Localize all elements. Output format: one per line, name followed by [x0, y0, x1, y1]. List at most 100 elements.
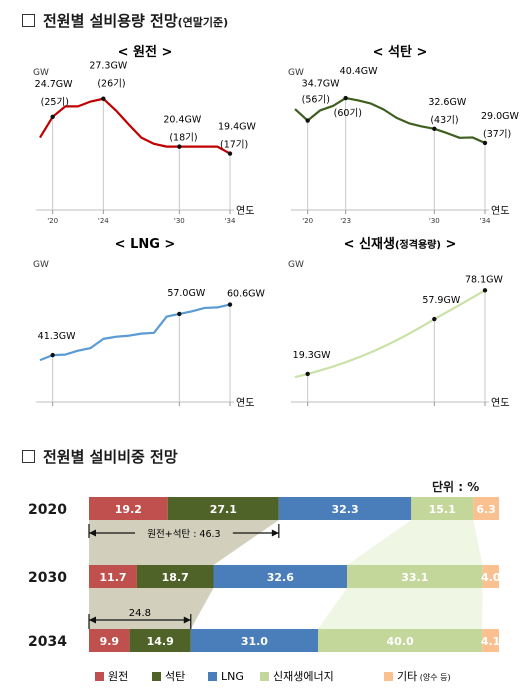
- renewable-connector: [347, 520, 483, 565]
- chart-title: < 석탄 >: [373, 44, 428, 60]
- bar-value-label: 33.1: [401, 571, 428, 584]
- data-label: 34.7GW: [302, 79, 341, 90]
- data-point: [343, 95, 348, 101]
- x-tick-label: '24: [98, 217, 109, 225]
- data-label: 29.0GW: [481, 111, 520, 122]
- year-label: 2034: [28, 634, 67, 650]
- nuclear-coal-connector: [89, 588, 214, 629]
- bar-segment: [136, 565, 214, 588]
- bar-value-label: 32.6: [267, 571, 294, 584]
- data-sublabel: (18기): [169, 133, 197, 144]
- y-axis-label: GW: [33, 260, 49, 270]
- legend-swatch: [152, 672, 161, 681]
- bar-value-label: 32.3: [331, 503, 358, 516]
- data-sublabel: (25기): [41, 97, 69, 108]
- x-tick-label: '30: [174, 217, 185, 225]
- legend-name: LNG: [221, 670, 244, 683]
- bar-segment: [129, 629, 191, 652]
- chart-title: < 원전 >: [118, 44, 173, 60]
- x-axis-label: 연도: [491, 397, 509, 408]
- data-label: 57.9GW: [422, 295, 461, 306]
- checkbox-square-icon: [22, 450, 35, 463]
- bar-value-label: 4.0: [481, 571, 501, 584]
- bracket-label: 원전+석탄 : 46.3: [147, 529, 220, 540]
- y-axis-label: GW: [288, 68, 304, 78]
- share-stacked-bar-chart: 2020 19.2 27.1 32.3 15.1 6.3 2030 11.7 18.7 32.6 3…: [28, 497, 501, 683]
- x-tick-label: '20: [47, 217, 58, 225]
- chart-title-main: < LNG >: [115, 237, 176, 252]
- nuclear-line-chart: < 원전 > GW 연도 '20 '24 '30 '34 24.7GW (25기) 27.3GW (…: [33, 44, 257, 225]
- legend-swatch: [208, 672, 217, 681]
- chart-title-main: < 석탄 >: [373, 44, 428, 60]
- legend-swatch: [384, 672, 393, 681]
- arrowhead: [89, 616, 96, 624]
- x-tick-label: '23: [340, 217, 351, 225]
- series-line: [39, 303, 231, 362]
- legend-label: LNG: [221, 670, 244, 683]
- arrowhead: [183, 616, 191, 624]
- data-label: 24.7GW: [35, 79, 74, 90]
- bar-value-label: 14.9: [147, 635, 174, 648]
- chart-title-main: < 원전 >: [118, 44, 173, 60]
- year-label: 2030: [28, 570, 67, 586]
- data-sublabel: (60기): [334, 108, 362, 119]
- bar-segment: [482, 565, 499, 588]
- data-sublabel: (43기): [430, 115, 458, 126]
- y-axis-label: GW: [288, 260, 304, 270]
- legend-swatch: [95, 672, 104, 681]
- bar-value-label: 11.7: [99, 571, 126, 584]
- legend-name: 기타: [397, 670, 417, 683]
- data-label: 78.1GW: [465, 274, 504, 285]
- data-label: 60.6GW: [227, 289, 266, 300]
- section-title-text: 전원별 설비비중 전망: [43, 448, 178, 466]
- x-tick-label: '30: [429, 217, 440, 225]
- data-point: [50, 352, 55, 358]
- bar-segment: [167, 497, 279, 520]
- data-point: [177, 144, 182, 149]
- nuclear-coal-connector: [89, 520, 279, 565]
- data-point: [482, 140, 488, 146]
- checkbox-square-icon: [22, 14, 35, 27]
- series-line: [294, 96, 486, 144]
- legend-swatch: [260, 672, 269, 681]
- renewable-line-chart: < 신재생(정격용량) >GW연도'20'30'3419.3GW57.9GW78…: [288, 237, 509, 408]
- arrowhead: [89, 529, 96, 537]
- chart-title: < 신재생(정격용량) >: [344, 237, 457, 252]
- legend-label: 신재생에너지: [273, 670, 334, 683]
- bar-value-label: 6.3: [476, 503, 496, 516]
- bar-segment: [89, 565, 137, 588]
- renewable-connector: [318, 588, 483, 629]
- data-point: [305, 118, 310, 123]
- legend-label: 석탄: [165, 670, 185, 683]
- chart-title-sub: (정격용량): [395, 238, 441, 251]
- bar-segment: [190, 629, 319, 652]
- data-point: [432, 126, 437, 131]
- legend-label: 기타 (양수 등): [397, 670, 451, 683]
- data-point: [227, 151, 233, 156]
- legend-name: 석탄: [165, 670, 185, 683]
- y-axis-label: GW: [33, 68, 49, 78]
- legend-name: 원전: [108, 670, 128, 683]
- data-label: 20.4GW: [163, 115, 202, 126]
- data-point: [177, 311, 182, 317]
- section-title-text: 전원별 설비용량 전망: [43, 12, 178, 30]
- data-label: 27.3GW: [89, 61, 128, 72]
- bracket-label: 24.8: [129, 608, 151, 619]
- arrowhead: [271, 529, 279, 537]
- bar-segment: [482, 629, 499, 652]
- x-axis-label: 연도: [236, 397, 254, 408]
- bar-segment: [278, 497, 412, 520]
- data-label: 19.4GW: [218, 122, 257, 133]
- data-sublabel: (17기): [220, 140, 248, 151]
- bar-segment: [213, 565, 348, 588]
- bar-segment: [89, 497, 168, 520]
- bar-segment: [473, 497, 499, 520]
- year-label: 2020: [28, 502, 67, 518]
- bar-value-label: 27.1: [210, 503, 237, 516]
- data-label: 41.3GW: [38, 331, 77, 342]
- data-sublabel: (56기): [302, 95, 330, 106]
- bar-segment: [347, 565, 483, 588]
- x-axis-label: 연도: [236, 205, 254, 217]
- data-point: [432, 316, 437, 322]
